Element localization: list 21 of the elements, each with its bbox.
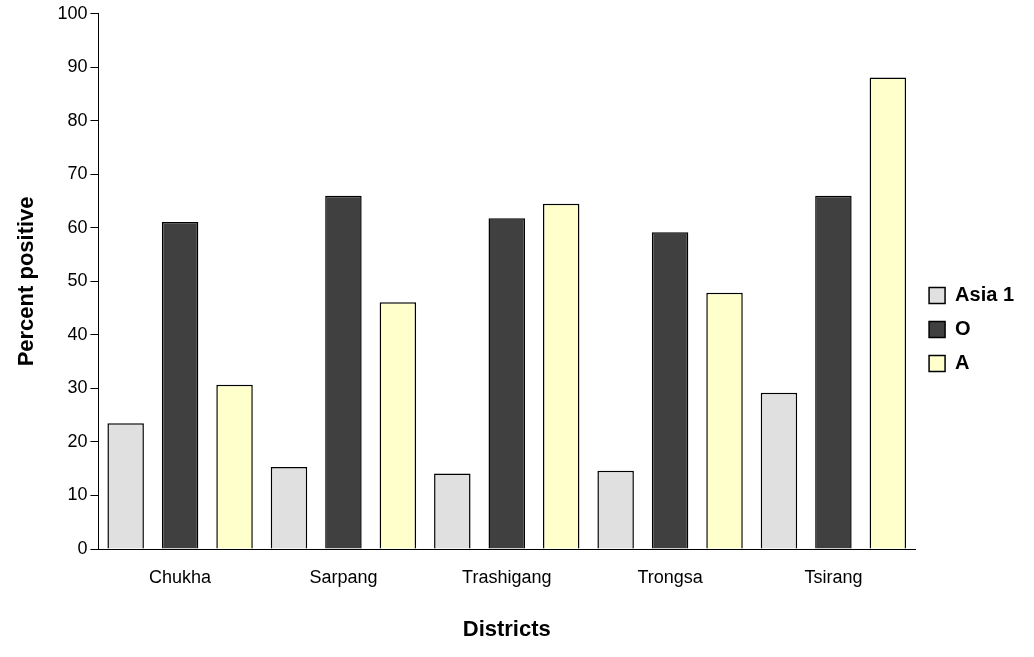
y-tick-label: 20 — [67, 430, 88, 451]
x-tick-label: Sarpang — [309, 566, 378, 587]
y-tick-label: 70 — [67, 163, 88, 184]
y-tick-label: 30 — [67, 377, 88, 398]
y-tick-label: 100 — [57, 2, 88, 23]
x-tick-label: Trongsa — [637, 566, 704, 587]
y-tick-label: 80 — [67, 109, 88, 130]
legend-label: A — [955, 351, 970, 374]
x-tick-label: Trashigang — [462, 566, 552, 587]
y-tick-label: 50 — [67, 270, 88, 291]
y-tick-label: 10 — [67, 484, 88, 505]
legend-label: O — [955, 317, 971, 340]
x-axis-title: Districts — [462, 615, 551, 641]
x-tick-label: Tsirang — [804, 566, 863, 587]
x-tick-label: Chukha — [149, 566, 213, 587]
y-axis-title: Percent positive — [13, 196, 39, 367]
legend-label: Asia 1 — [955, 283, 1015, 306]
y-tick-label: 0 — [77, 537, 88, 558]
y-tick-label: 40 — [67, 323, 88, 344]
y-tick-label: 90 — [67, 56, 88, 77]
y-tick-label: 60 — [67, 216, 88, 237]
